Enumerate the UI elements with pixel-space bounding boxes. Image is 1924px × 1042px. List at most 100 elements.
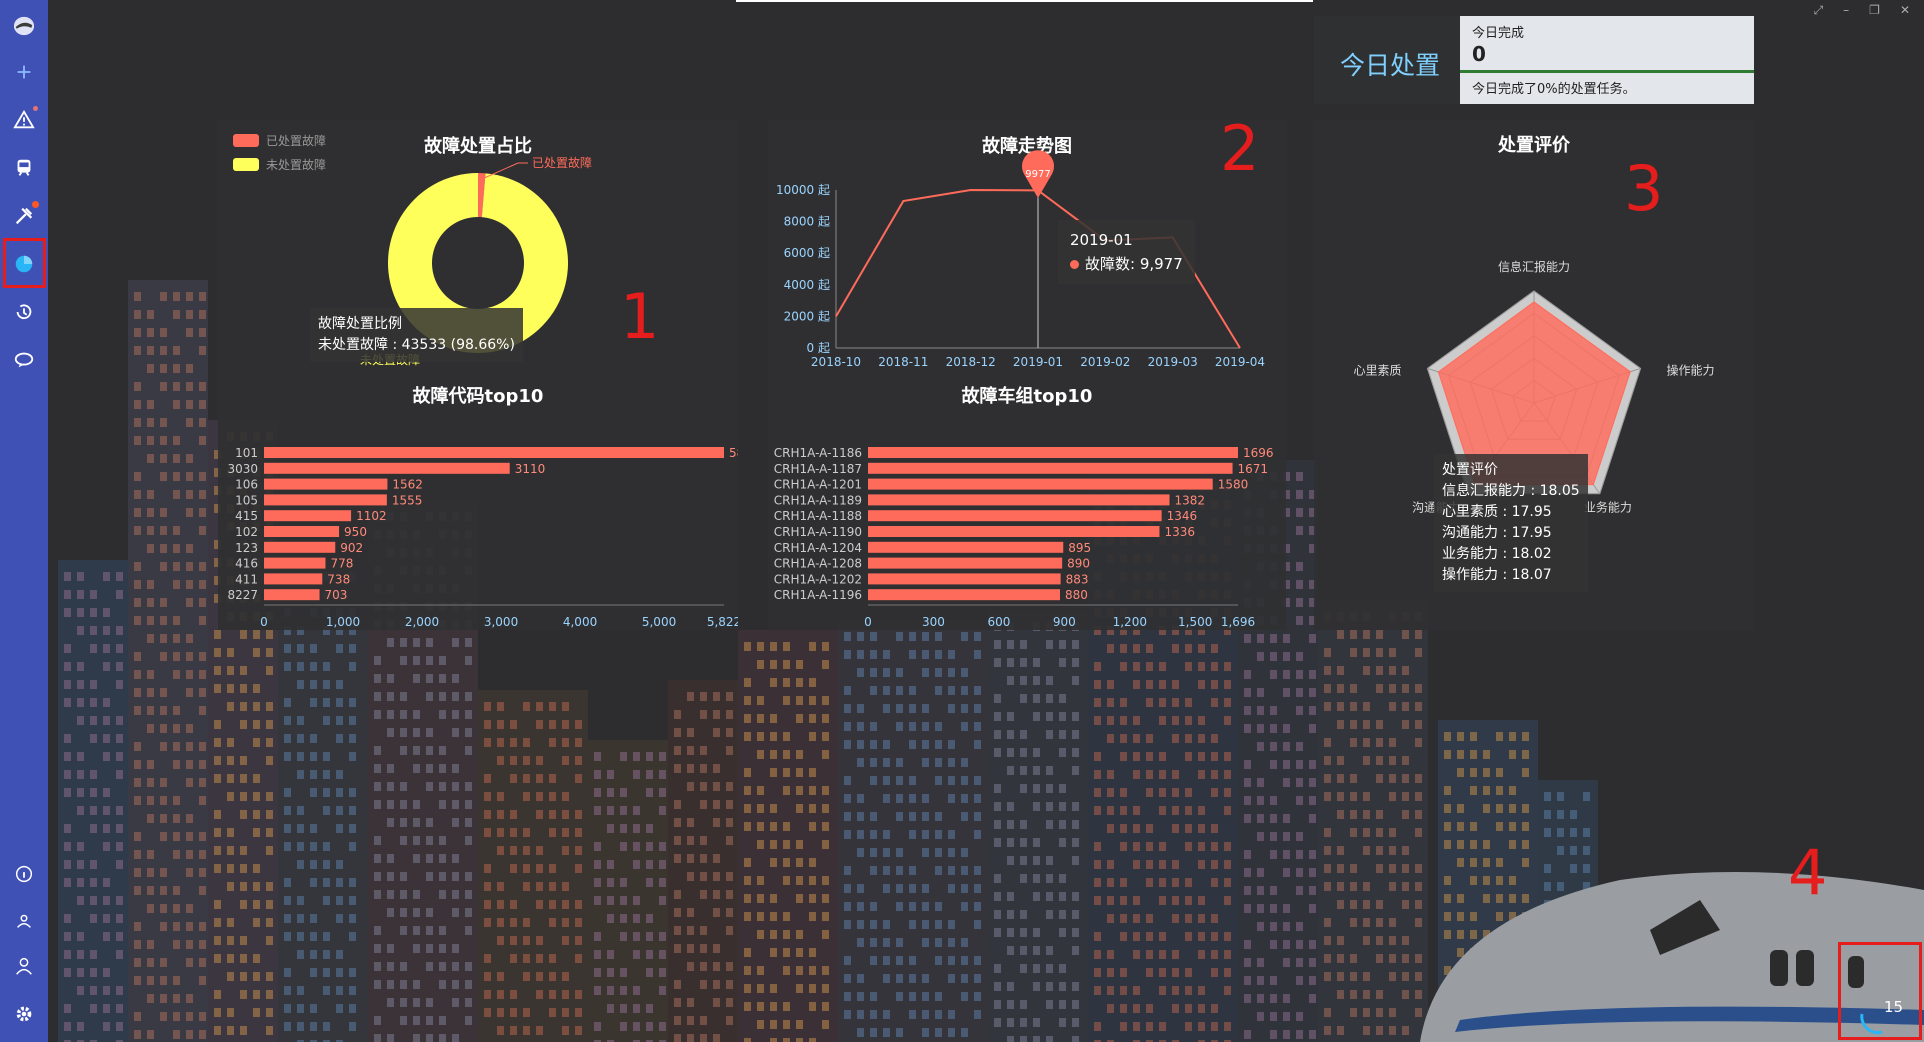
building-window [674, 818, 681, 827]
logo-icon[interactable] [0, 2, 48, 50]
building-window [1324, 918, 1331, 927]
building-window [214, 828, 221, 837]
building-window [961, 848, 968, 857]
building-window [1296, 976, 1303, 985]
building-window [687, 836, 694, 845]
building-window [822, 1002, 829, 1011]
building-window [1033, 964, 1040, 973]
building-window [896, 884, 903, 893]
building-window [1337, 810, 1344, 819]
expand-icon[interactable]: ⤢ [1813, 3, 1824, 17]
building-window [549, 702, 556, 711]
bar [264, 462, 510, 474]
building-window [1020, 784, 1027, 793]
building-window [90, 986, 97, 995]
building-window [1296, 958, 1303, 967]
building-window [674, 890, 681, 899]
building-window [809, 1038, 816, 1042]
building-window [484, 918, 491, 927]
building-window [1389, 756, 1396, 765]
building-window [116, 806, 123, 815]
chat-icon[interactable] [0, 336, 48, 384]
building-window [173, 544, 180, 553]
building-window [857, 974, 864, 983]
building-window [160, 994, 167, 1003]
building-window [134, 796, 141, 805]
history-icon[interactable] [0, 288, 48, 336]
settings-icon[interactable] [0, 990, 48, 1038]
building-window [116, 770, 123, 779]
close-icon[interactable]: ✕ [1899, 3, 1910, 17]
building-window [1133, 932, 1140, 941]
building-window [562, 936, 569, 945]
building-window [266, 990, 273, 999]
building-window [374, 980, 381, 989]
building-window [1244, 850, 1251, 859]
building-window [1350, 882, 1357, 891]
building-window [400, 962, 407, 971]
building-window [646, 860, 653, 869]
radar-tooltip-line-3: 沟通能力 : 17.95 [1442, 525, 1552, 541]
building-window [240, 846, 247, 855]
building-window [1309, 490, 1316, 499]
building-window [103, 968, 110, 977]
building-window [922, 704, 929, 713]
building-window [896, 992, 903, 1001]
building-window [1444, 786, 1451, 795]
building-window [1257, 994, 1264, 1003]
building-window [562, 738, 569, 747]
building-window [822, 786, 829, 795]
building-window [757, 660, 764, 669]
building-window [594, 806, 601, 815]
building-window [1363, 882, 1370, 891]
building-window [77, 590, 84, 599]
building-window [646, 968, 653, 977]
building-window [199, 580, 206, 589]
train-icon[interactable] [0, 144, 48, 192]
building-window [594, 1040, 601, 1042]
building-window [147, 760, 154, 769]
building-window [1211, 788, 1218, 797]
building-window [1483, 858, 1490, 867]
building-window [1296, 922, 1303, 931]
building-window [400, 926, 407, 935]
alert-icon[interactable] [0, 96, 48, 144]
building-window [173, 616, 180, 625]
line-x-tick: 2019-04 [1215, 355, 1265, 369]
info-icon[interactable] [0, 850, 48, 898]
building-window [1296, 616, 1303, 625]
building-window [426, 962, 433, 971]
building-window [1159, 986, 1166, 995]
building-window [310, 932, 317, 941]
user-icon[interactable] [0, 942, 48, 990]
building-window [687, 872, 694, 881]
building-window [1211, 950, 1218, 959]
tools-icon[interactable] [0, 192, 48, 240]
building-window [64, 590, 71, 599]
pie-chart-icon[interactable] [0, 240, 48, 288]
bar-value: 902 [340, 541, 363, 555]
building-window [214, 486, 221, 495]
building-window [90, 644, 97, 653]
building-window [1583, 846, 1590, 855]
building-window [186, 688, 193, 697]
building-window [1509, 822, 1516, 831]
team-icon[interactable] [0, 897, 48, 945]
restore-icon[interactable]: ❐ [1869, 3, 1880, 17]
building-window [452, 872, 459, 881]
minimize-icon[interactable]: – [1843, 3, 1850, 17]
building-window [1376, 648, 1383, 657]
building [478, 690, 588, 1042]
building-window [199, 688, 206, 697]
building-window [1309, 760, 1316, 769]
bar-tick: 1,500 [1178, 615, 1212, 629]
building-window [116, 860, 123, 869]
building-window [1296, 652, 1303, 661]
add-icon[interactable] [0, 48, 48, 96]
building-window [607, 986, 614, 995]
building-window [796, 858, 803, 867]
building-window [935, 740, 942, 749]
building-window [1257, 904, 1264, 913]
building-window [497, 738, 504, 747]
